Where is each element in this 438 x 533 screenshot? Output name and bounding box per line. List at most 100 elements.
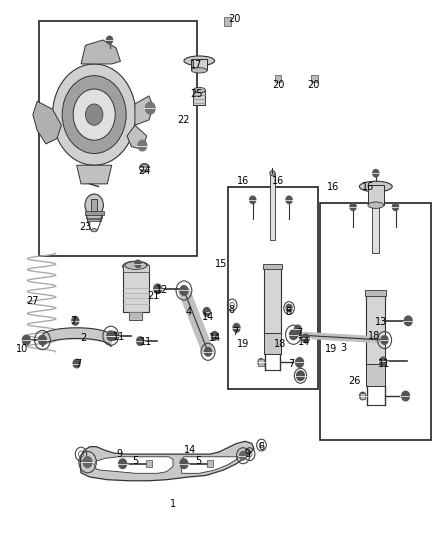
Ellipse shape xyxy=(270,171,275,176)
Text: 4: 4 xyxy=(185,307,191,317)
Text: 9: 9 xyxy=(116,449,122,459)
Text: 21: 21 xyxy=(147,291,159,301)
Text: 2: 2 xyxy=(80,334,86,343)
Circle shape xyxy=(85,194,103,216)
Circle shape xyxy=(392,203,399,211)
Ellipse shape xyxy=(191,68,207,73)
Circle shape xyxy=(180,459,188,469)
Bar xyxy=(320,203,431,440)
Bar xyxy=(263,264,282,269)
Ellipse shape xyxy=(140,164,149,172)
Circle shape xyxy=(302,334,309,343)
Bar xyxy=(258,359,264,366)
Circle shape xyxy=(258,359,264,366)
Text: 20: 20 xyxy=(272,80,284,90)
Text: 8: 8 xyxy=(228,305,234,315)
Circle shape xyxy=(138,140,147,151)
Polygon shape xyxy=(81,40,120,64)
Circle shape xyxy=(296,358,304,367)
Text: 19: 19 xyxy=(325,344,337,354)
Bar xyxy=(368,185,384,205)
Bar xyxy=(193,90,205,105)
Text: 20: 20 xyxy=(307,80,319,90)
Ellipse shape xyxy=(123,261,149,272)
Bar xyxy=(91,199,97,211)
Text: 20: 20 xyxy=(228,14,240,23)
Bar xyxy=(86,215,102,218)
Circle shape xyxy=(62,76,126,154)
Polygon shape xyxy=(180,457,239,473)
Text: 24: 24 xyxy=(138,166,151,175)
Circle shape xyxy=(402,391,410,401)
Circle shape xyxy=(119,459,127,469)
Ellipse shape xyxy=(184,56,215,66)
Text: 11: 11 xyxy=(378,359,391,368)
Bar xyxy=(270,173,275,240)
Text: 18: 18 xyxy=(274,339,286,349)
Circle shape xyxy=(290,330,297,340)
Text: 1: 1 xyxy=(170,499,176,508)
Bar xyxy=(123,265,149,272)
Bar xyxy=(366,364,385,386)
Circle shape xyxy=(373,169,379,177)
Text: 22: 22 xyxy=(178,115,190,125)
Text: 26: 26 xyxy=(349,376,361,386)
Text: 6: 6 xyxy=(258,442,264,451)
Polygon shape xyxy=(33,101,61,144)
Bar xyxy=(264,333,281,354)
Bar xyxy=(191,59,207,70)
Bar xyxy=(372,205,379,253)
Text: 11: 11 xyxy=(140,337,152,347)
Circle shape xyxy=(106,36,113,44)
Text: 27: 27 xyxy=(27,296,39,306)
Bar xyxy=(87,219,101,221)
Bar xyxy=(228,187,318,389)
Circle shape xyxy=(360,392,366,400)
Polygon shape xyxy=(127,125,147,149)
Circle shape xyxy=(180,286,188,295)
Text: 12: 12 xyxy=(156,286,168,295)
Text: 11: 11 xyxy=(113,332,126,342)
Circle shape xyxy=(137,337,144,345)
Text: 5: 5 xyxy=(195,456,201,466)
Text: 9: 9 xyxy=(244,449,251,459)
Text: 14: 14 xyxy=(184,446,196,455)
Circle shape xyxy=(233,324,240,332)
Circle shape xyxy=(203,308,210,316)
Bar xyxy=(366,293,385,365)
Circle shape xyxy=(250,196,256,204)
Circle shape xyxy=(381,336,388,344)
Text: 16: 16 xyxy=(237,176,249,186)
Text: 3: 3 xyxy=(341,343,347,352)
Bar xyxy=(224,17,231,26)
Circle shape xyxy=(53,64,136,165)
Bar xyxy=(123,266,149,312)
Text: 10: 10 xyxy=(16,344,28,354)
Circle shape xyxy=(22,335,30,345)
Circle shape xyxy=(83,457,92,467)
Text: 7: 7 xyxy=(288,359,294,368)
Circle shape xyxy=(240,451,247,460)
Bar xyxy=(264,266,281,336)
Circle shape xyxy=(154,284,162,294)
Circle shape xyxy=(85,104,103,125)
Text: 7: 7 xyxy=(233,327,239,336)
Text: 16: 16 xyxy=(272,176,284,186)
Circle shape xyxy=(205,348,212,356)
Polygon shape xyxy=(77,165,112,184)
Bar xyxy=(365,290,386,296)
Circle shape xyxy=(286,304,292,312)
Ellipse shape xyxy=(193,87,205,93)
Text: 16: 16 xyxy=(362,182,374,191)
Circle shape xyxy=(39,335,46,345)
Circle shape xyxy=(73,359,80,368)
Bar xyxy=(39,21,197,256)
Bar xyxy=(85,211,104,215)
Text: 19: 19 xyxy=(237,339,249,349)
Circle shape xyxy=(211,332,218,340)
Polygon shape xyxy=(135,96,153,125)
Text: 14: 14 xyxy=(298,337,311,347)
Polygon shape xyxy=(80,441,254,481)
Text: 7: 7 xyxy=(75,359,81,368)
Circle shape xyxy=(72,317,79,325)
